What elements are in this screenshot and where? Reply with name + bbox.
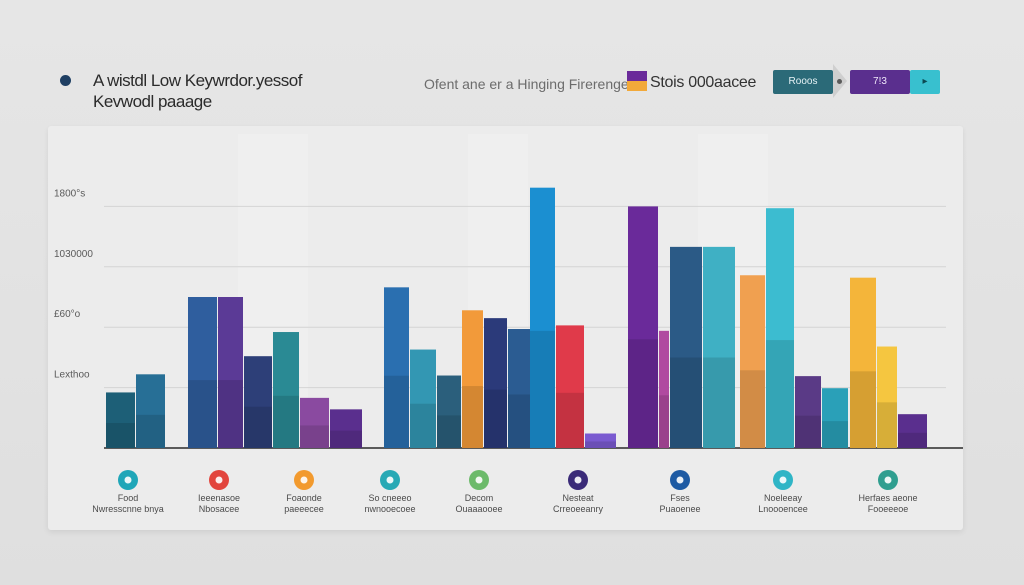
range-button[interactable]: Rooos <box>773 70 833 94</box>
bar <box>188 297 217 448</box>
category-sublabel: Lnoooencee <box>758 504 808 514</box>
bar-chart: Lexthoo £60°o 1030000 1800°s FoodNwresscnne … <box>54 134 963 514</box>
bar <box>384 287 409 448</box>
bar <box>136 374 165 448</box>
category-icon-center <box>574 476 582 484</box>
category-label: Noeleeay <box>764 493 803 503</box>
bar-shade <box>795 415 821 448</box>
legend-swatch-icon <box>627 71 647 91</box>
category-sublabel: paeeecee <box>284 504 324 514</box>
bar-shade <box>585 441 616 448</box>
chart-title: A wistdl Low Keywrdor.yessof <box>93 71 302 90</box>
bar <box>795 376 821 448</box>
legend-label: Stois 000aacee <box>650 74 757 91</box>
chart-title-line2: Kevwodl paaage <box>93 92 212 111</box>
bar <box>556 325 584 448</box>
category-icon-center <box>215 476 223 484</box>
bar <box>530 187 555 448</box>
category-sublabel: Nbosacee <box>199 504 240 514</box>
value-button[interactable]: 7!3 <box>850 70 910 94</box>
category-sublabel: Crreoeeanry <box>553 504 604 514</box>
y-tick-label: Lexthoo <box>54 370 90 381</box>
category-label: Fses <box>670 493 690 503</box>
bar-shade <box>437 415 461 448</box>
category-label: Herfaes aeone <box>858 493 917 503</box>
bar-shade <box>218 380 243 448</box>
chart-card: Lexthoo £60°o 1030000 1800°s Food Nwresscnne … <box>48 126 963 530</box>
bar-shade <box>898 432 927 448</box>
bar-shade <box>188 380 217 448</box>
bar-shade <box>244 406 272 448</box>
category-label: Nesteat <box>562 493 594 503</box>
bar-shade <box>106 422 135 448</box>
bar-shade <box>556 392 584 448</box>
bar-shade <box>484 389 507 448</box>
bar <box>670 246 702 448</box>
category-label: Foaonde <box>286 493 322 503</box>
bar <box>850 277 876 448</box>
bar <box>330 409 362 448</box>
category-icon-center <box>884 476 892 484</box>
bar <box>106 392 135 448</box>
bar <box>218 297 243 448</box>
bar <box>437 375 461 448</box>
bar-shade <box>877 402 897 448</box>
category-icon-center <box>124 476 132 484</box>
category-label: So cneeeo <box>368 493 411 503</box>
bar <box>822 388 848 448</box>
bar <box>877 346 897 448</box>
bar <box>484 318 507 448</box>
bar-shade <box>766 340 794 448</box>
bar-shade <box>136 414 165 448</box>
category-label: Food <box>118 493 139 503</box>
chart-header: A wistdl Low Keywrdor.yessof Kevwodl paa… <box>0 0 1024 120</box>
bar <box>740 275 765 448</box>
bar <box>703 246 735 448</box>
bar-shade <box>850 371 876 448</box>
category-label: Ieeenasoe <box>198 493 240 503</box>
category-label: Decom <box>465 493 494 503</box>
bar-shade <box>330 430 362 448</box>
bar <box>898 414 927 448</box>
bar-shade <box>462 386 483 448</box>
y-tick-label: £60°o <box>54 309 81 320</box>
bar <box>300 397 329 448</box>
bar <box>273 332 299 448</box>
bar <box>628 206 658 448</box>
bar <box>766 208 794 448</box>
category-icon-center <box>386 476 394 484</box>
bar-shade <box>410 403 436 448</box>
bar-shade <box>659 395 669 448</box>
bar-shade <box>703 357 735 448</box>
bar-shade <box>670 357 702 448</box>
bar-shade <box>822 421 848 448</box>
category-sublabel: Ouaaaooee <box>455 504 502 514</box>
category-icon-center <box>676 476 684 484</box>
title-bullet-icon <box>60 75 71 86</box>
bar-shade <box>530 330 555 448</box>
category-sublabel: Puaoenee <box>659 504 700 514</box>
category-icon-center <box>300 476 308 484</box>
bar-shade <box>740 370 765 448</box>
category-icon-center <box>779 476 787 484</box>
bar <box>462 310 483 448</box>
category-sublabel: Nwresscnne bnya <box>92 504 164 514</box>
chart-subtitle: Ofent ane er a Hinging Firerenges <box>424 76 636 92</box>
bar <box>659 330 669 448</box>
category-icon-center <box>475 476 483 484</box>
bar <box>244 356 272 448</box>
bar <box>585 433 616 448</box>
play-button[interactable]: ▸ <box>910 70 940 94</box>
toggle-dot-icon <box>837 79 842 84</box>
y-tick-label: 1030000 <box>54 249 93 260</box>
bar-shade <box>273 395 299 448</box>
bar-shade <box>300 425 329 448</box>
bar <box>410 349 436 448</box>
bar-shade <box>628 339 658 448</box>
bar-shade <box>384 375 409 448</box>
y-tick-label: 1800°s <box>54 188 85 199</box>
category-sublabel: nwnooecoee <box>364 504 415 514</box>
category-sublabel: Fooeeeoe <box>868 504 909 514</box>
